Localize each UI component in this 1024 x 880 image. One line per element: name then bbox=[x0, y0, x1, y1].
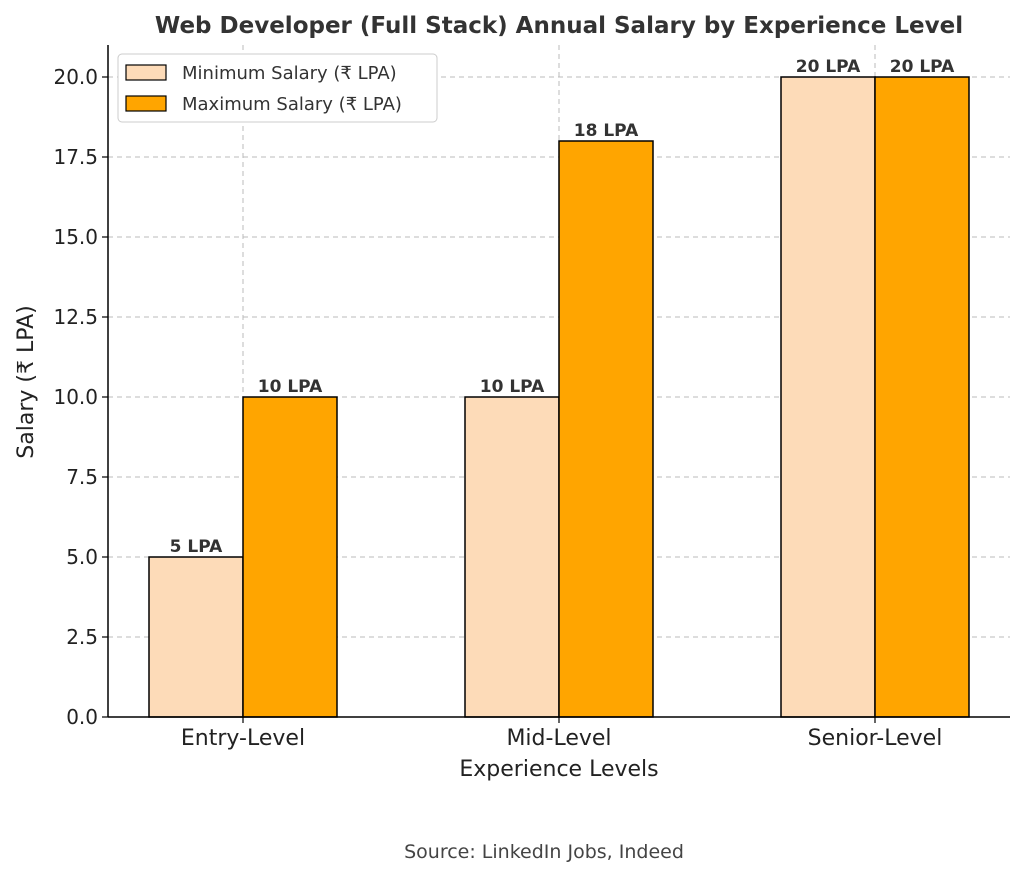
bars bbox=[148, 76, 970, 718]
y-tick-label: 7.5 bbox=[66, 465, 98, 489]
bar-value-label: 10 LPA bbox=[258, 377, 323, 397]
bar-maximum-senior-level bbox=[874, 76, 970, 718]
y-tick-label: 12.5 bbox=[53, 305, 98, 329]
x-ticks: Entry-Level Mid-Level Senior-Level bbox=[181, 717, 942, 751]
x-axis-title: Experience Levels bbox=[459, 757, 658, 782]
legend-label-maximum: Maximum Salary (₹ LPA) bbox=[182, 94, 402, 115]
y-tick-label: 5.0 bbox=[66, 545, 98, 569]
source-note: Source: LinkedIn Jobs, Indeed bbox=[404, 841, 684, 863]
legend-label-minimum: Minimum Salary (₹ LPA) bbox=[182, 63, 397, 84]
bar-value-label: 5 LPA bbox=[170, 537, 223, 557]
legend-swatch-minimum bbox=[125, 64, 167, 81]
bar-minimum-senior-level bbox=[780, 76, 876, 718]
bar-maximum-entry-level bbox=[242, 396, 338, 718]
bar-value-labels: 5 LPA 10 LPA 20 LPA 10 LPA 18 LPA 20 LPA bbox=[170, 57, 955, 557]
y-tick-label: 10.0 bbox=[53, 385, 98, 409]
y-ticks: 0.0 2.5 5.0 7.5 10.0 12.5 15.0 17.5 20.0 bbox=[53, 65, 108, 729]
bar-value-label: 20 LPA bbox=[890, 57, 955, 77]
bar-minimum-entry-level bbox=[148, 556, 244, 718]
y-tick-label: 2.5 bbox=[66, 625, 98, 649]
y-tick-label: 20.0 bbox=[53, 65, 98, 89]
y-tick-label: 17.5 bbox=[53, 145, 98, 169]
chart-title: Web Developer (Full Stack) Annual Salary… bbox=[155, 13, 963, 39]
bar-value-label: 18 LPA bbox=[574, 121, 639, 141]
bar-maximum-mid-level bbox=[558, 140, 654, 718]
legend-swatch-maximum bbox=[125, 95, 167, 112]
legend: Minimum Salary (₹ LPA) Maximum Salary (₹… bbox=[117, 53, 438, 123]
bar-value-label: 10 LPA bbox=[480, 377, 545, 397]
x-tick-label: Mid-Level bbox=[506, 726, 611, 751]
y-axis-title: Salary (₹ LPA) bbox=[14, 305, 39, 458]
y-tick-label: 0.0 bbox=[66, 705, 98, 729]
x-tick-label: Entry-Level bbox=[181, 726, 305, 751]
bar-value-label: 20 LPA bbox=[796, 57, 861, 77]
x-tick-label: Senior-Level bbox=[808, 726, 943, 751]
y-tick-label: 15.0 bbox=[53, 225, 98, 249]
legend-frame bbox=[117, 53, 438, 123]
bar-minimum-mid-level bbox=[464, 396, 560, 718]
